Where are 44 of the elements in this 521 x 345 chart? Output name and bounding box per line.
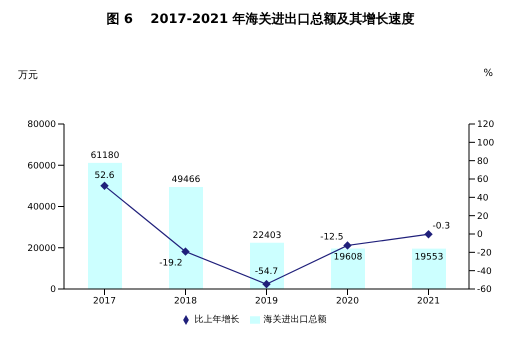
point bbox=[262, 280, 270, 288]
data-label: -54.7 bbox=[254, 267, 278, 278]
bar bbox=[88, 162, 122, 289]
y2-axis-title: % bbox=[483, 68, 493, 79]
y-tick-label: 0 bbox=[50, 285, 56, 296]
y-tick-label: 20000 bbox=[27, 244, 56, 254]
y2-tick-label: 80 bbox=[477, 156, 489, 167]
y2-tick-label: -60 bbox=[477, 285, 492, 296]
y2-tick-label: -20 bbox=[477, 248, 492, 259]
legend-label: 比上年增长 bbox=[194, 315, 240, 325]
x-tick-label: 2020 bbox=[336, 296, 360, 306]
point bbox=[100, 182, 108, 190]
y2-tick-label: 60 bbox=[477, 175, 489, 186]
y2-tick-label: 0 bbox=[477, 230, 483, 240]
y2-tick-label: 100 bbox=[477, 138, 494, 149]
y2-tick-label: 20 bbox=[477, 212, 489, 222]
chart-title: 图 6 2017-2021 年海关进出口总额及其增长速度 bbox=[105, 10, 416, 28]
data-label: -0.3 bbox=[432, 221, 450, 232]
data-label: 19608 bbox=[334, 252, 363, 263]
point bbox=[344, 241, 352, 250]
point bbox=[182, 248, 190, 256]
data-label: 19553 bbox=[414, 252, 444, 263]
data-label: 22403 bbox=[252, 230, 282, 241]
legend-label: 海关进出口总额 bbox=[264, 315, 326, 325]
data-label: -12.5 bbox=[320, 232, 344, 242]
x-tick-label: 2017 bbox=[93, 296, 116, 306]
bar bbox=[331, 248, 365, 289]
data-label: 61180 bbox=[90, 150, 120, 161]
data-label: 49466 bbox=[172, 174, 201, 185]
x-tick-label: 2019 bbox=[255, 296, 278, 306]
x-tick-label: 2018 bbox=[174, 296, 198, 306]
y-tick-label: 80000 bbox=[27, 120, 56, 130]
y-axis-title: 万元 bbox=[18, 69, 38, 82]
point bbox=[424, 230, 432, 238]
data-label: 52.6 bbox=[94, 170, 115, 181]
x-tick-label: 2021 bbox=[417, 296, 440, 306]
y-tick-label: 60000 bbox=[27, 161, 56, 172]
bar bbox=[412, 248, 446, 289]
y2-tick-label: -40 bbox=[477, 266, 492, 277]
bar bbox=[250, 242, 284, 289]
y-tick-label: 40000 bbox=[27, 202, 56, 213]
data-label: -19.2 bbox=[159, 258, 182, 269]
y2-tick-label: 40 bbox=[477, 194, 489, 204]
y2-tick-label: 120 bbox=[477, 120, 494, 130]
